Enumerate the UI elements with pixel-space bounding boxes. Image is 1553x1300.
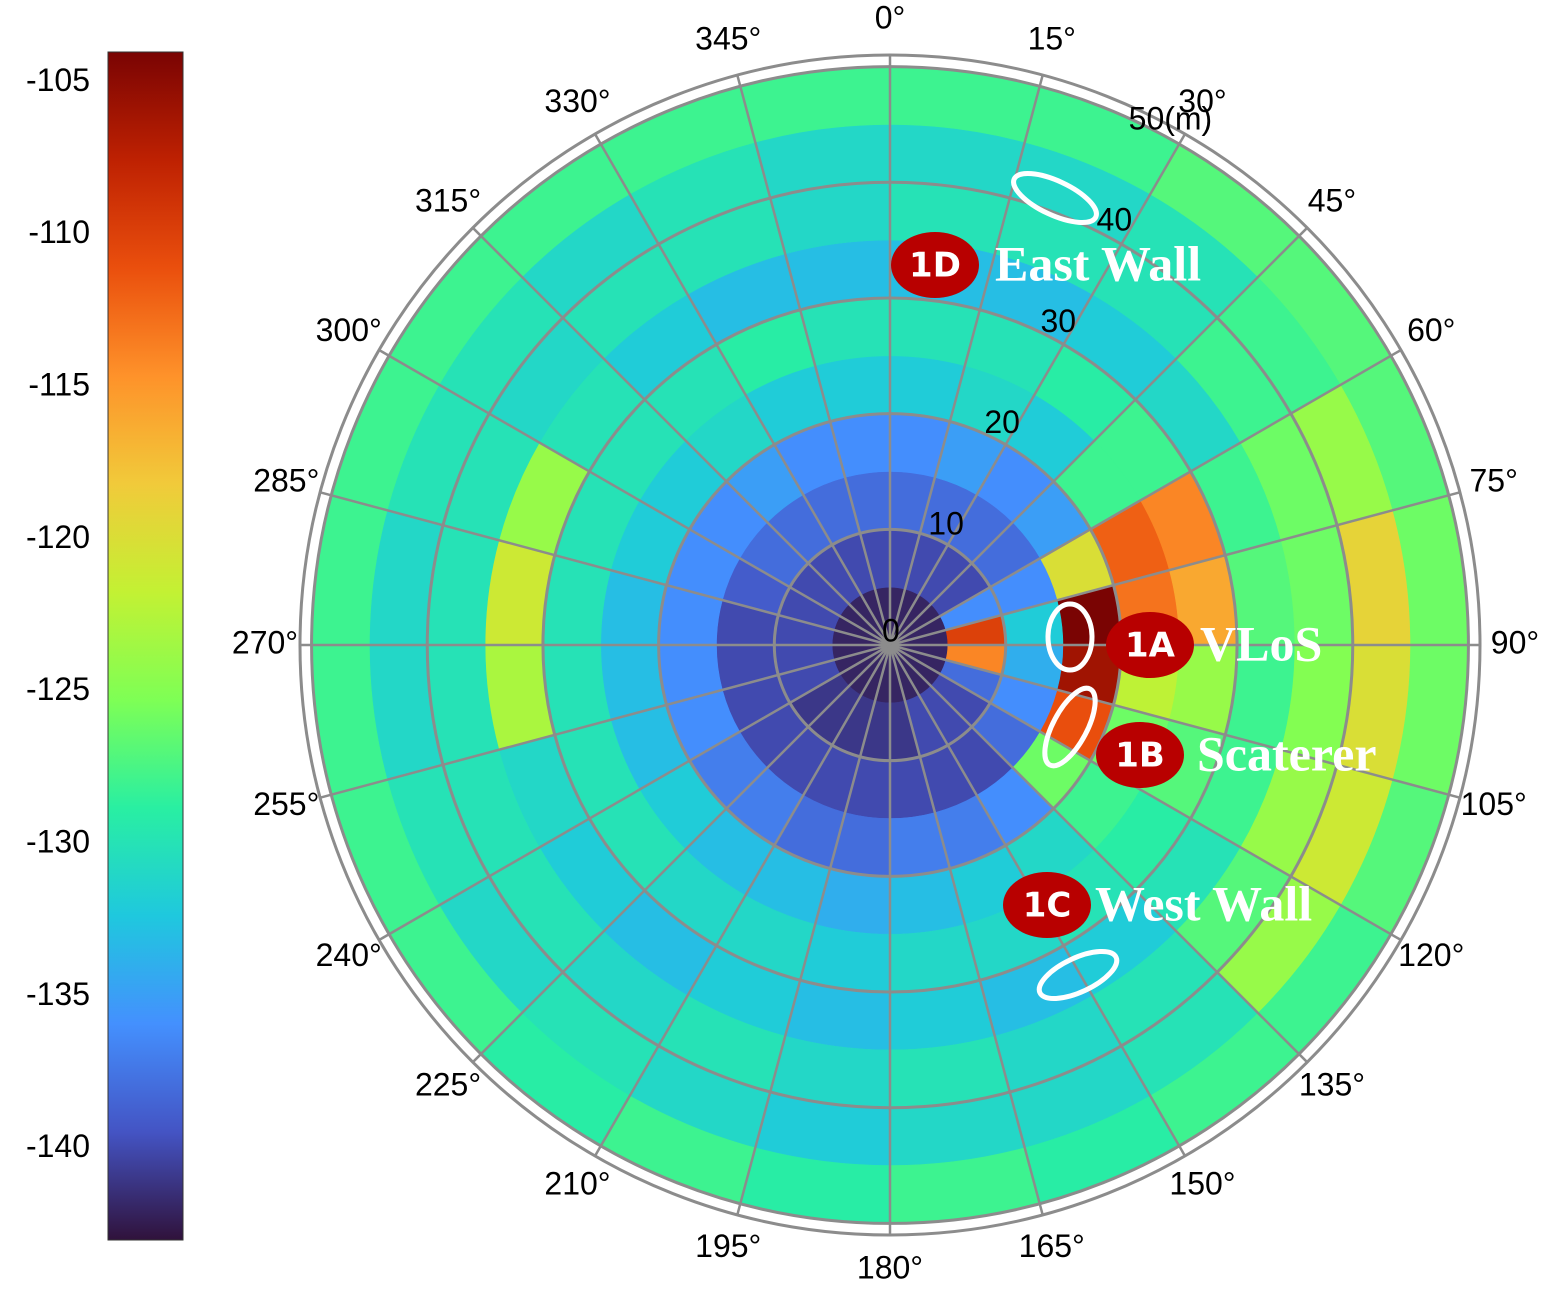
theta-tick-label: 60° bbox=[1407, 312, 1455, 348]
outer-circle bbox=[298, 53, 1482, 1237]
grid-spoke bbox=[593, 644, 892, 1157]
grid-spoke bbox=[889, 226, 1309, 646]
theta-tick-label: 45° bbox=[1308, 183, 1356, 219]
badge-label: 1B bbox=[1115, 736, 1165, 776]
badge-label: 1D bbox=[909, 246, 961, 286]
theta-tick-label: 75° bbox=[1470, 463, 1518, 499]
annotation-label: East Wall bbox=[995, 235, 1201, 291]
highlight-ellipse bbox=[1042, 685, 1098, 769]
theta-tick-label: 225° bbox=[415, 1066, 481, 1102]
grid-spoke bbox=[736, 644, 892, 1216]
grid-spoke bbox=[888, 74, 1044, 646]
theta-tick-label: 210° bbox=[544, 1166, 610, 1202]
grid-spoke bbox=[889, 643, 1461, 799]
badge bbox=[891, 232, 979, 298]
r-tick-label: 20 bbox=[984, 404, 1020, 440]
grid-spoke bbox=[889, 491, 1461, 647]
grid-spoke bbox=[736, 74, 892, 646]
annotation-label: VLoS bbox=[1200, 615, 1322, 671]
grid-spoke bbox=[471, 226, 891, 646]
colorbar-tick-label: -140 bbox=[26, 1128, 90, 1164]
colorbar-tick-label: -135 bbox=[26, 976, 90, 1012]
grid-spoke bbox=[593, 133, 892, 646]
grid-spoke bbox=[888, 644, 1044, 1216]
grid-spoke bbox=[889, 644, 1309, 1064]
grid-spoke bbox=[471, 644, 891, 1064]
theta-tick-label: 345° bbox=[695, 21, 761, 57]
badge bbox=[1003, 872, 1091, 938]
colorbar bbox=[107, 51, 184, 1241]
grid-spoke bbox=[889, 348, 1402, 647]
theta-tick-label: 195° bbox=[695, 1228, 761, 1264]
theta-tick-label: 270° bbox=[232, 624, 298, 660]
badge-label: 1A bbox=[1125, 626, 1176, 666]
theta-tick-label: 105° bbox=[1461, 786, 1527, 822]
annotation-label: Scaterer bbox=[1197, 725, 1377, 781]
grid-spoke bbox=[888, 133, 1187, 646]
badge bbox=[1106, 612, 1194, 678]
grid-spoke bbox=[378, 348, 891, 647]
theta-tick-label: 240° bbox=[316, 937, 382, 973]
badge bbox=[1096, 722, 1184, 788]
colorbar-tick-label: -125 bbox=[26, 671, 90, 707]
theta-tick-label: 330° bbox=[544, 83, 610, 119]
theta-tick-label: 120° bbox=[1398, 937, 1464, 973]
colorbar-tick-label: -120 bbox=[26, 519, 90, 555]
polar-grid bbox=[300, 55, 1480, 1235]
annotations: 1D East Wall 1A VLoS 1B Scaterer 1C West Wall bbox=[891, 171, 1377, 1002]
r-tick-label: 40 bbox=[1097, 202, 1133, 238]
highlight-ellipse bbox=[1045, 601, 1095, 673]
badge-label: 1C bbox=[1023, 886, 1072, 926]
r-tick-label: 0 bbox=[882, 612, 900, 648]
theta-tick-label: 90° bbox=[1491, 624, 1539, 660]
annotation-label: West Wall bbox=[1095, 875, 1312, 931]
grid-spoke bbox=[319, 643, 891, 799]
r-tick-label: 10 bbox=[928, 505, 964, 541]
grid-spoke bbox=[319, 491, 891, 647]
r-tick-label: 50(m) bbox=[1129, 101, 1213, 137]
heatmap bbox=[311, 66, 1469, 1224]
theta-tick-label: 165° bbox=[1019, 1228, 1085, 1264]
r-tick-label: 30 bbox=[1040, 303, 1076, 339]
theta-tick-label: 150° bbox=[1169, 1166, 1235, 1202]
colorbar-tick-label: -115 bbox=[28, 367, 90, 403]
highlight-ellipse bbox=[1011, 171, 1099, 225]
highlight-ellipse bbox=[1036, 948, 1120, 1002]
theta-tick-label: 315° bbox=[415, 183, 481, 219]
theta-tick-label: 15° bbox=[1028, 21, 1076, 57]
theta-tick-label: 180° bbox=[857, 1249, 923, 1285]
grid-spoke bbox=[889, 643, 1402, 942]
theta-tick-label: 300° bbox=[316, 312, 382, 348]
colorbar-tick-label: -130 bbox=[26, 823, 90, 859]
theta-tick-label: 0° bbox=[875, 0, 906, 35]
theta-tick-label: 135° bbox=[1299, 1066, 1365, 1102]
theta-tick-label: 255° bbox=[253, 786, 319, 822]
theta-tick-label: 30° bbox=[1178, 83, 1226, 119]
theta-tick-label: 285° bbox=[253, 463, 319, 499]
colorbar-tick-label: -110 bbox=[28, 214, 90, 250]
grid-spoke bbox=[378, 643, 891, 942]
colorbar-tick-label: -105 bbox=[26, 62, 90, 98]
